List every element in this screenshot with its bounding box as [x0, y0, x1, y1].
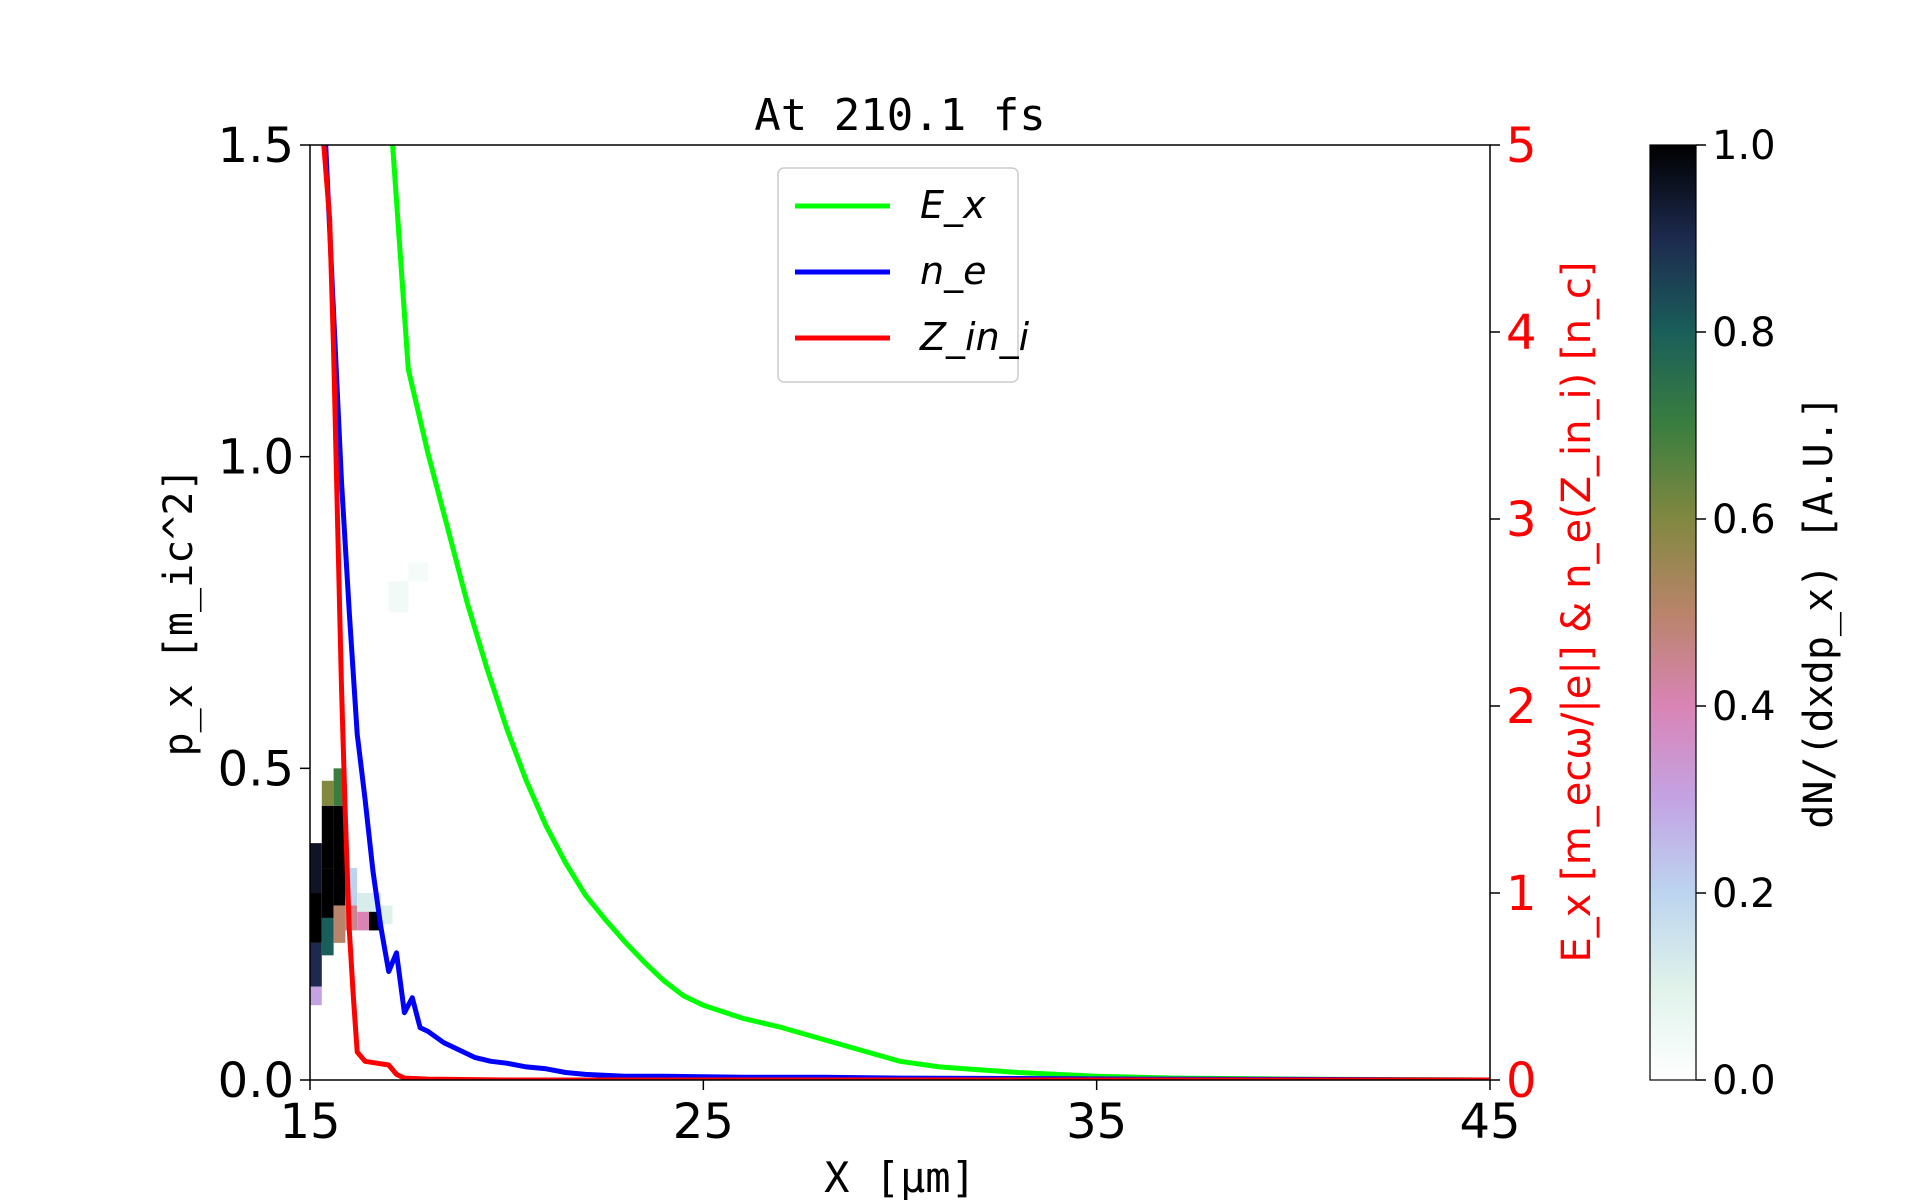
plot-frame	[309, 144, 1491, 1081]
legend-label-ne: n_e	[920, 249, 986, 293]
heatmap-cell	[321, 868, 334, 918]
y-axis-right-label: E_x [m_ecω/|e|] & n_e(Z_in_i) [n_c]	[1554, 261, 1600, 962]
y-left-tick-label: 1.0	[218, 430, 294, 486]
legend-label-ex: E_x	[920, 183, 986, 227]
colorbar-label: dN/(dxdp_x) [A.U.]	[1796, 395, 1842, 828]
x-tick-label: 45	[1459, 1094, 1520, 1150]
phase-space-heatmap	[310, 562, 428, 1006]
heatmap-cell	[357, 911, 369, 931]
legend-label-zini: Z_in_i	[919, 315, 1030, 359]
y-right-tick-label: 1	[1506, 866, 1537, 922]
legend: E_x n_e Z_in_i	[777, 167, 1030, 383]
heatmap-cell	[321, 917, 334, 956]
y-axis-left: 0.0 0.5 1.0 1.5	[218, 118, 310, 1109]
heatmap-cell	[310, 843, 322, 893]
y-left-tick-label: 1.5	[218, 118, 294, 174]
y-right-tick-label: 2	[1506, 679, 1537, 735]
colorbar: 0.0 0.2 0.4 0.6 0.8 1.0 dN/(dxdp_x) [A.U.]	[1649, 123, 1842, 1104]
y-right-tick-label: 3	[1506, 492, 1537, 548]
x-tick-label: 15	[279, 1094, 340, 1150]
y-right-tick-label: 0	[1506, 1053, 1537, 1109]
colorbar-tick-label: 0.6	[1712, 497, 1776, 543]
series-line-e_x	[390, 145, 1490, 1080]
x-tick-label: 25	[673, 1094, 734, 1150]
y-right-tick-label: 4	[1506, 305, 1537, 361]
x-axis: 15 25 35 45	[279, 1080, 1521, 1150]
heatmap-cell	[380, 905, 393, 925]
heatmap-cell	[321, 805, 334, 869]
heatmap-cell	[408, 562, 428, 582]
colorbar-gradient	[1649, 144, 1697, 1081]
heatmap-cell	[345, 868, 358, 906]
colorbar-tick-label: 0.2	[1712, 871, 1776, 917]
heatmap-cell	[310, 986, 322, 1006]
x-tick-label: 35	[1066, 1094, 1127, 1150]
heatmap-cell	[333, 805, 346, 906]
y-left-tick-label: 0.5	[218, 741, 294, 797]
heatmap-cell	[369, 911, 381, 931]
heatmap-cell	[321, 780, 334, 806]
heatmap-cell	[310, 893, 322, 943]
series-line-n_e	[323, 145, 1490, 1080]
colorbar-tick-label: 0.0	[1712, 1058, 1776, 1104]
y-axis-right: 0 1 2 3 4 5	[1490, 118, 1537, 1109]
heatmap-cell	[333, 768, 346, 806]
heatmap-cell	[310, 942, 322, 987]
heatmap-cell	[333, 905, 346, 943]
chart-title: At 210.1 fs	[754, 90, 1045, 141]
y-axis-left-label: p_x [m_ic^2]	[156, 468, 202, 757]
y-right-tick-label: 5	[1506, 118, 1537, 174]
x-axis-label: X [μm]	[824, 1153, 976, 1200]
heatmap-cell	[388, 581, 409, 613]
colorbar-axis: 0.0 0.2 0.4 0.6 0.8 1.0	[1696, 123, 1776, 1104]
colorbar-tick-label: 0.4	[1712, 684, 1776, 730]
y-left-tick-label: 0.0	[218, 1053, 294, 1109]
legend-frame	[777, 167, 1019, 383]
colorbar-tick-label: 0.8	[1712, 310, 1776, 356]
colorbar-tick-label: 1.0	[1712, 123, 1776, 169]
